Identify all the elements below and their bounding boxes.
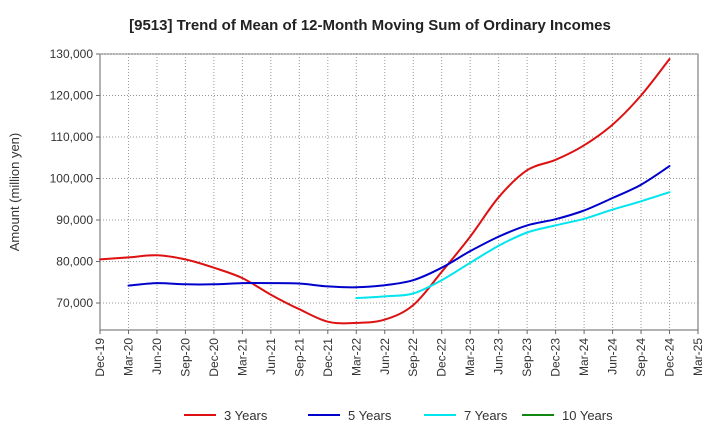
legend: 3 Years 5 Years 7 Years 10 Years bbox=[184, 408, 613, 423]
x-tick-label: Sep-24 bbox=[634, 338, 648, 377]
x-tick-label: Jun-22 bbox=[378, 338, 392, 375]
chart-title: [9513] Trend of Mean of 12-Month Moving … bbox=[129, 17, 611, 34]
x-axis-ticks: Dec-19 Mar-20 Jun-20 Sep-20 Dec-20 Mar-21 Jun-… bbox=[93, 330, 705, 377]
y-tick-label: 70,000 bbox=[56, 296, 93, 310]
x-tick-label: Mar-23 bbox=[463, 338, 477, 376]
x-tick-label: Sep-22 bbox=[406, 338, 420, 377]
legend-label-7-years: 7 Years bbox=[464, 408, 508, 423]
y-tick-label: 130,000 bbox=[50, 47, 94, 61]
x-tick-label: Jun-21 bbox=[264, 338, 278, 375]
x-tick-label: Dec-22 bbox=[435, 338, 449, 377]
plot-area bbox=[99, 53, 699, 331]
y-tick-label: 110,000 bbox=[51, 130, 94, 144]
x-tick-label: Mar-25 bbox=[691, 338, 705, 376]
x-tick-label: Mar-20 bbox=[121, 338, 135, 376]
legend-label-10-years: 10 Years bbox=[562, 408, 613, 423]
legend-label-3-years: 3 Years bbox=[224, 408, 268, 423]
y-axis-label: Amount (million yen) bbox=[7, 133, 22, 252]
x-tick-label: Sep-23 bbox=[520, 338, 534, 377]
x-tick-label: Jun-23 bbox=[492, 338, 506, 375]
x-tick-label: Dec-23 bbox=[549, 338, 563, 377]
x-tick-label: Mar-22 bbox=[349, 338, 363, 376]
x-tick-label: Dec-19 bbox=[93, 338, 107, 377]
x-tick-label: Mar-21 bbox=[235, 338, 249, 376]
x-tick-label: Jun-20 bbox=[150, 338, 164, 375]
y-tick-label: 90,000 bbox=[56, 213, 93, 227]
x-tick-label: Sep-20 bbox=[178, 338, 192, 377]
x-tick-label: Mar-24 bbox=[577, 338, 591, 376]
y-tick-label: 80,000 bbox=[56, 255, 93, 269]
series-line-5-years bbox=[127, 165, 671, 289]
series-line-3-years bbox=[99, 58, 671, 325]
x-tick-label: Dec-20 bbox=[207, 338, 221, 377]
y-tick-label: 120,000 bbox=[50, 89, 94, 103]
x-tick-label: Sep-21 bbox=[292, 338, 306, 377]
x-tick-label: Dec-24 bbox=[663, 338, 677, 377]
series-lines bbox=[99, 58, 671, 325]
y-tick-label: 100,000 bbox=[50, 172, 94, 186]
series-line-7-years bbox=[355, 191, 671, 299]
x-tick-label: Dec-21 bbox=[321, 338, 335, 377]
legend-label-5-years: 5 Years bbox=[348, 408, 392, 423]
x-tick-label: Jun-24 bbox=[606, 338, 620, 375]
y-axis-ticks: 70,000 80,000 90,000 100,000 110,000 120,000 1… bbox=[50, 47, 100, 310]
